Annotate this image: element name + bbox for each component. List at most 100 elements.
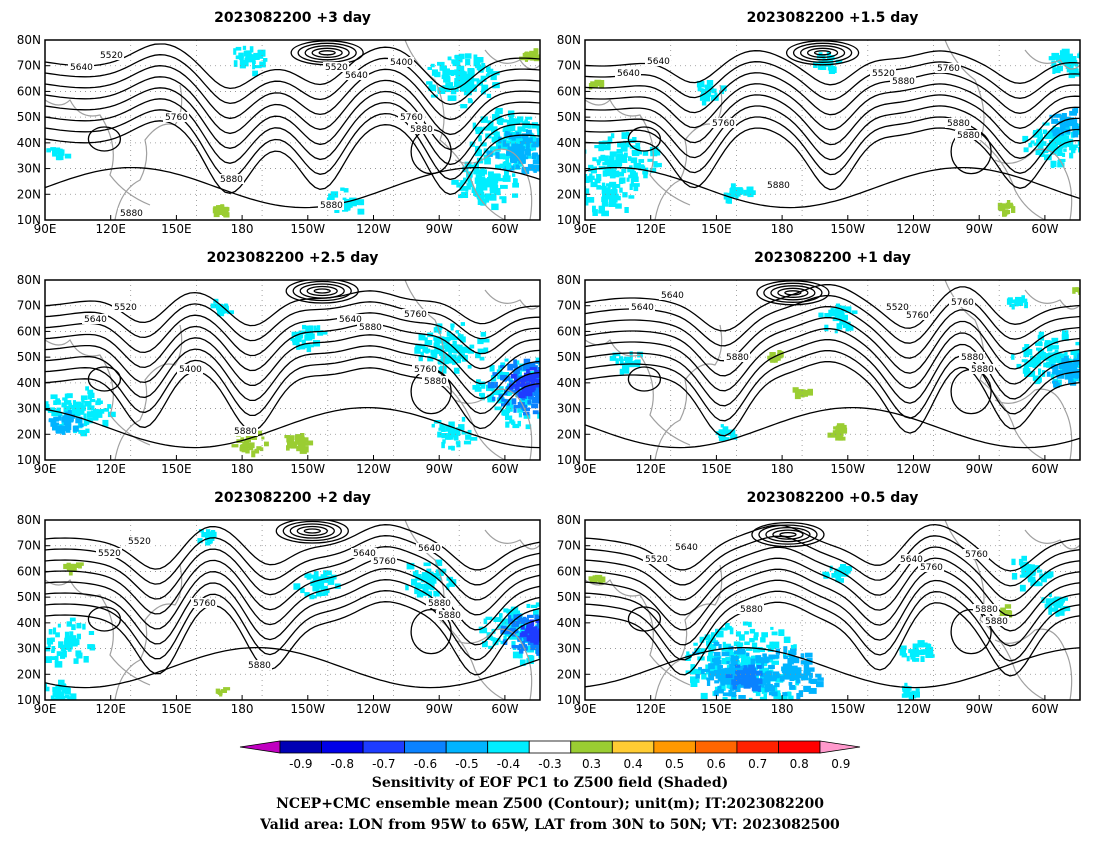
z500-contours [45,280,540,449]
colorbar-swatch [528,740,572,754]
z500-contours [45,40,540,209]
colorbar-swatch [404,740,447,754]
contour-label: 5640 [631,303,654,313]
x-tick-label: 60W [1031,222,1058,236]
y-tick-label: 10N [557,693,581,707]
x-tick-label: 150W [290,702,325,716]
colorbar-tick-label: -0.9 [289,757,312,771]
y-tick-label: 50N [17,350,41,364]
contour-label: 5880 [892,77,915,87]
panel-frame [584,39,1081,221]
z500-contours [585,280,1080,449]
y-tick-label: 30N [557,402,581,416]
panel-frame [44,279,541,461]
gridlines [585,520,1080,700]
contour-label: 5520 [98,549,121,559]
x-tick-label: 180 [771,462,794,476]
y-tick-label: 20N [17,667,41,681]
y-tick-label: 20N [557,187,581,201]
x-tick-label: 90E [574,222,597,236]
y-tick-label: 30N [17,402,41,416]
x-tick-label: 120W [896,222,931,236]
x-tick-label: 120W [356,462,391,476]
x-tick-label: 90W [966,702,993,716]
contour-label: 5880 [428,599,451,609]
y-tick-label: 40N [557,616,581,630]
x-tick-label: 120W [356,702,391,716]
y-tick-label: 70N [557,59,581,73]
y-tick-label: 40N [17,616,41,630]
panel-title: 2023082200 +0.5 day [747,490,919,506]
colorbar-tick-label: -0.7 [372,757,395,771]
y-tick-label: 80N [557,33,581,47]
y-tick-label: 60N [557,564,581,578]
y-tick-label: 70N [17,539,41,553]
colorbar-tick-label: -0.6 [414,757,437,771]
contour-label: 5640 [675,543,698,553]
x-tick-label: 150W [830,222,865,236]
contour-label: 5760 [414,365,437,375]
y-tick-label: 30N [17,642,41,656]
colorbar-swatch [778,740,821,754]
y-tick-label: 30N [557,162,581,176]
x-tick-label: 90W [426,462,453,476]
y-tick-label: 30N [557,642,581,656]
y-tick-label: 20N [17,187,41,201]
contour-label: 5880 [957,131,980,141]
x-tick-label: 180 [231,462,254,476]
x-tick-label: 120E [635,702,666,716]
contour-label: 5880 [424,377,447,387]
z500-contours [45,520,540,689]
panel-frame [584,279,1081,461]
contour-label: 5760 [951,298,974,308]
x-tick-label: 150E [701,702,732,716]
contour-label: 5760 [373,557,396,567]
x-tick-label: 150E [161,702,192,716]
x-tick-label: 180 [231,702,254,716]
contour-label: 5880 [120,209,143,219]
contour-label: 5520 [325,63,348,73]
contour-label: 5880 [320,201,343,211]
y-tick-label: 60N [17,84,41,98]
colorbar: -0.9 -0.8 -0.7 -0.6 -0.5 -0.4 -0.3 0.3 0.4 0.5 0.6… [239,740,861,771]
contour-label: 5640 [900,555,923,565]
x-tick-label: 120W [356,222,391,236]
y-tick-label: 80N [557,513,581,527]
colorbar-tick-label: 0.3 [582,757,601,771]
x-tick-label: 120E [95,702,126,716]
colorbar-swatch [279,740,322,754]
colorbar-tick-label: 0.9 [831,757,850,771]
contour-label: 5760 [965,550,988,560]
y-tick-label: 70N [17,59,41,73]
panel-frame [584,519,1081,701]
y-tick-label: 80N [557,273,581,287]
z500-contours [585,521,1080,689]
x-tick-label: 150W [830,462,865,476]
map-panel: 5520 5640 5640 5760 5880 5400 5760 5880 5880 2023… [17,250,541,476]
contour-label: 5760 [404,310,427,320]
x-tick-label: 150E [701,462,732,476]
x-tick-label: 150W [290,462,325,476]
colorbar-tick-label: 0.7 [748,757,767,771]
panel-frame [44,519,541,701]
contour-label: 5520 [886,303,909,313]
contour-label: 5760 [937,64,960,74]
y-tick-label: 20N [557,667,581,681]
x-tick-label: 120E [95,222,126,236]
x-tick-label: 90E [34,702,57,716]
x-tick-label: 90E [574,702,597,716]
contour-label: 5760 [400,113,423,123]
x-tick-label: 90W [966,222,993,236]
y-tick-label: 70N [557,539,581,553]
y-tick-label: 10N [17,693,41,707]
y-tick-label: 80N [17,513,41,527]
contour-label: 5640 [345,71,368,81]
contour-label: 5880 [740,605,763,615]
colorbar-swatch [487,740,530,754]
colorbar-max-arrow [819,740,861,754]
contour-label: 5880 [947,119,970,129]
y-tick-label: 40N [557,136,581,150]
